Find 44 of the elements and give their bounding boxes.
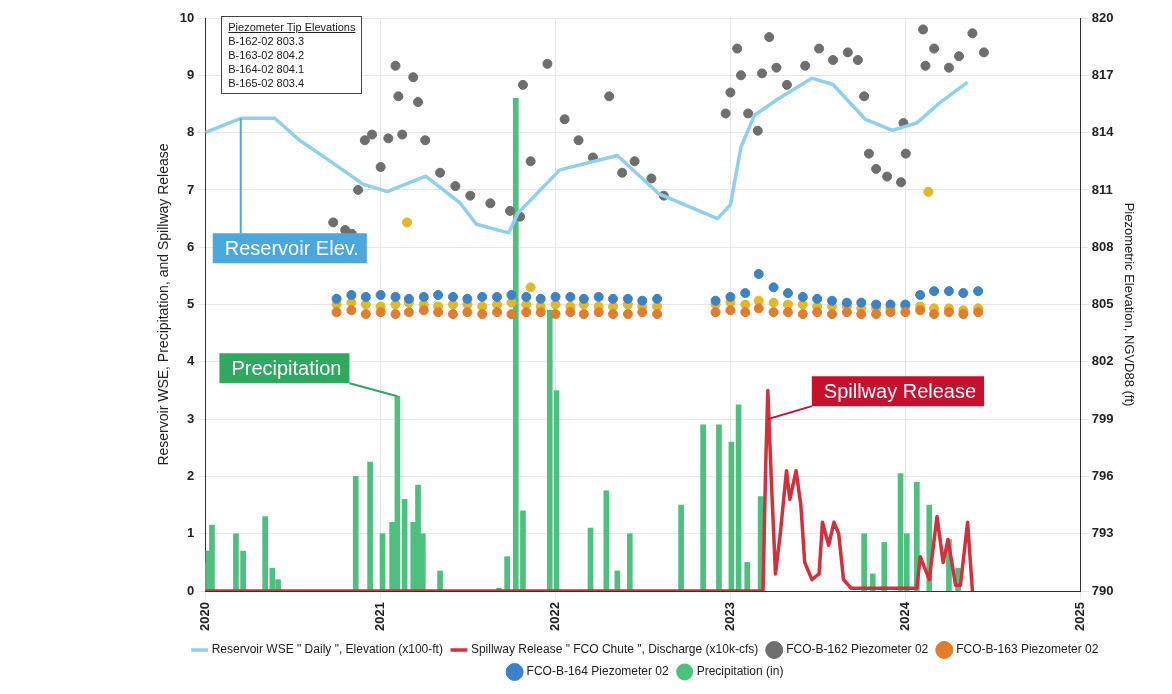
legend-label: FCO-B-162 Piezometer 02: [786, 642, 929, 657]
y-tick-label: 2: [187, 468, 195, 484]
y2-tick-label: 796: [1091, 468, 1114, 484]
x-tick-label: 2025: [1072, 602, 1088, 631]
legend-label: FCO-B-163 Piezometer 02: [956, 642, 1099, 657]
annotation: B-163-02 804.2: [228, 48, 306, 62]
x-tick-label: 2023: [722, 602, 738, 631]
legend-label: Precipitation (in): [696, 664, 784, 679]
y2-tick-label: 811: [1091, 181, 1113, 197]
x-tick-label: 2024: [896, 601, 912, 631]
y-tick-label: 4: [187, 353, 196, 369]
x-tick-label: 2020: [196, 602, 212, 631]
annotation: B-164-02 804.1: [228, 62, 306, 76]
legend-label: FCO-B-164 Piezometer 02: [526, 664, 669, 679]
y2-tick-label: 799: [1091, 410, 1114, 426]
x-tick-label: 2022: [547, 602, 563, 631]
x-tick-label: 2021: [372, 602, 388, 631]
legend-label: Spillway Release " FCO Chute ", Discharge (x10k-cfs): [470, 642, 759, 657]
y2-tick-label: 805: [1091, 296, 1114, 312]
y-tick-label: 9: [187, 66, 195, 82]
annotation: B-162-02 803.3: [228, 34, 306, 48]
annotation: Spillway Release: [823, 379, 977, 402]
annotation: B-165-02 803.4: [228, 76, 306, 90]
y2-tick-label: 793: [1091, 525, 1114, 541]
y2-axis-title: Piezometric Elevation, NGVD88 (ft): [1121, 202, 1137, 407]
y2-tick-label: 790: [1091, 582, 1114, 598]
y-tick-label: 1: [187, 525, 195, 541]
y-tick-label: 7: [187, 181, 195, 197]
y-tick-label: 5: [187, 296, 195, 312]
y2-tick-label: 820: [1091, 9, 1114, 25]
y-tick-label: 0: [187, 582, 195, 598]
annotation: Piezometer Tip Elevations: [228, 20, 356, 34]
y-tick-label: 8: [187, 124, 195, 140]
y2-tick-label: 817: [1091, 66, 1114, 82]
y2-tick-label: 802: [1091, 353, 1114, 369]
y-tick-label: 10: [179, 9, 195, 25]
y-tick-label: 6: [187, 238, 195, 254]
y2-tick-label: 808: [1091, 238, 1114, 254]
y2-tick-label: 814: [1091, 124, 1115, 140]
legend-label: Reservoir WSE " Daily ", Elevation (x100-ft): [211, 642, 443, 657]
annotation: Reservoir Elev.: [224, 236, 359, 259]
annotation: Precipitation: [231, 356, 342, 379]
y-axis-title: Reservoir WSE, Precipitation, and Spillway Release: [155, 143, 172, 466]
y-tick-label: 3: [187, 410, 195, 426]
